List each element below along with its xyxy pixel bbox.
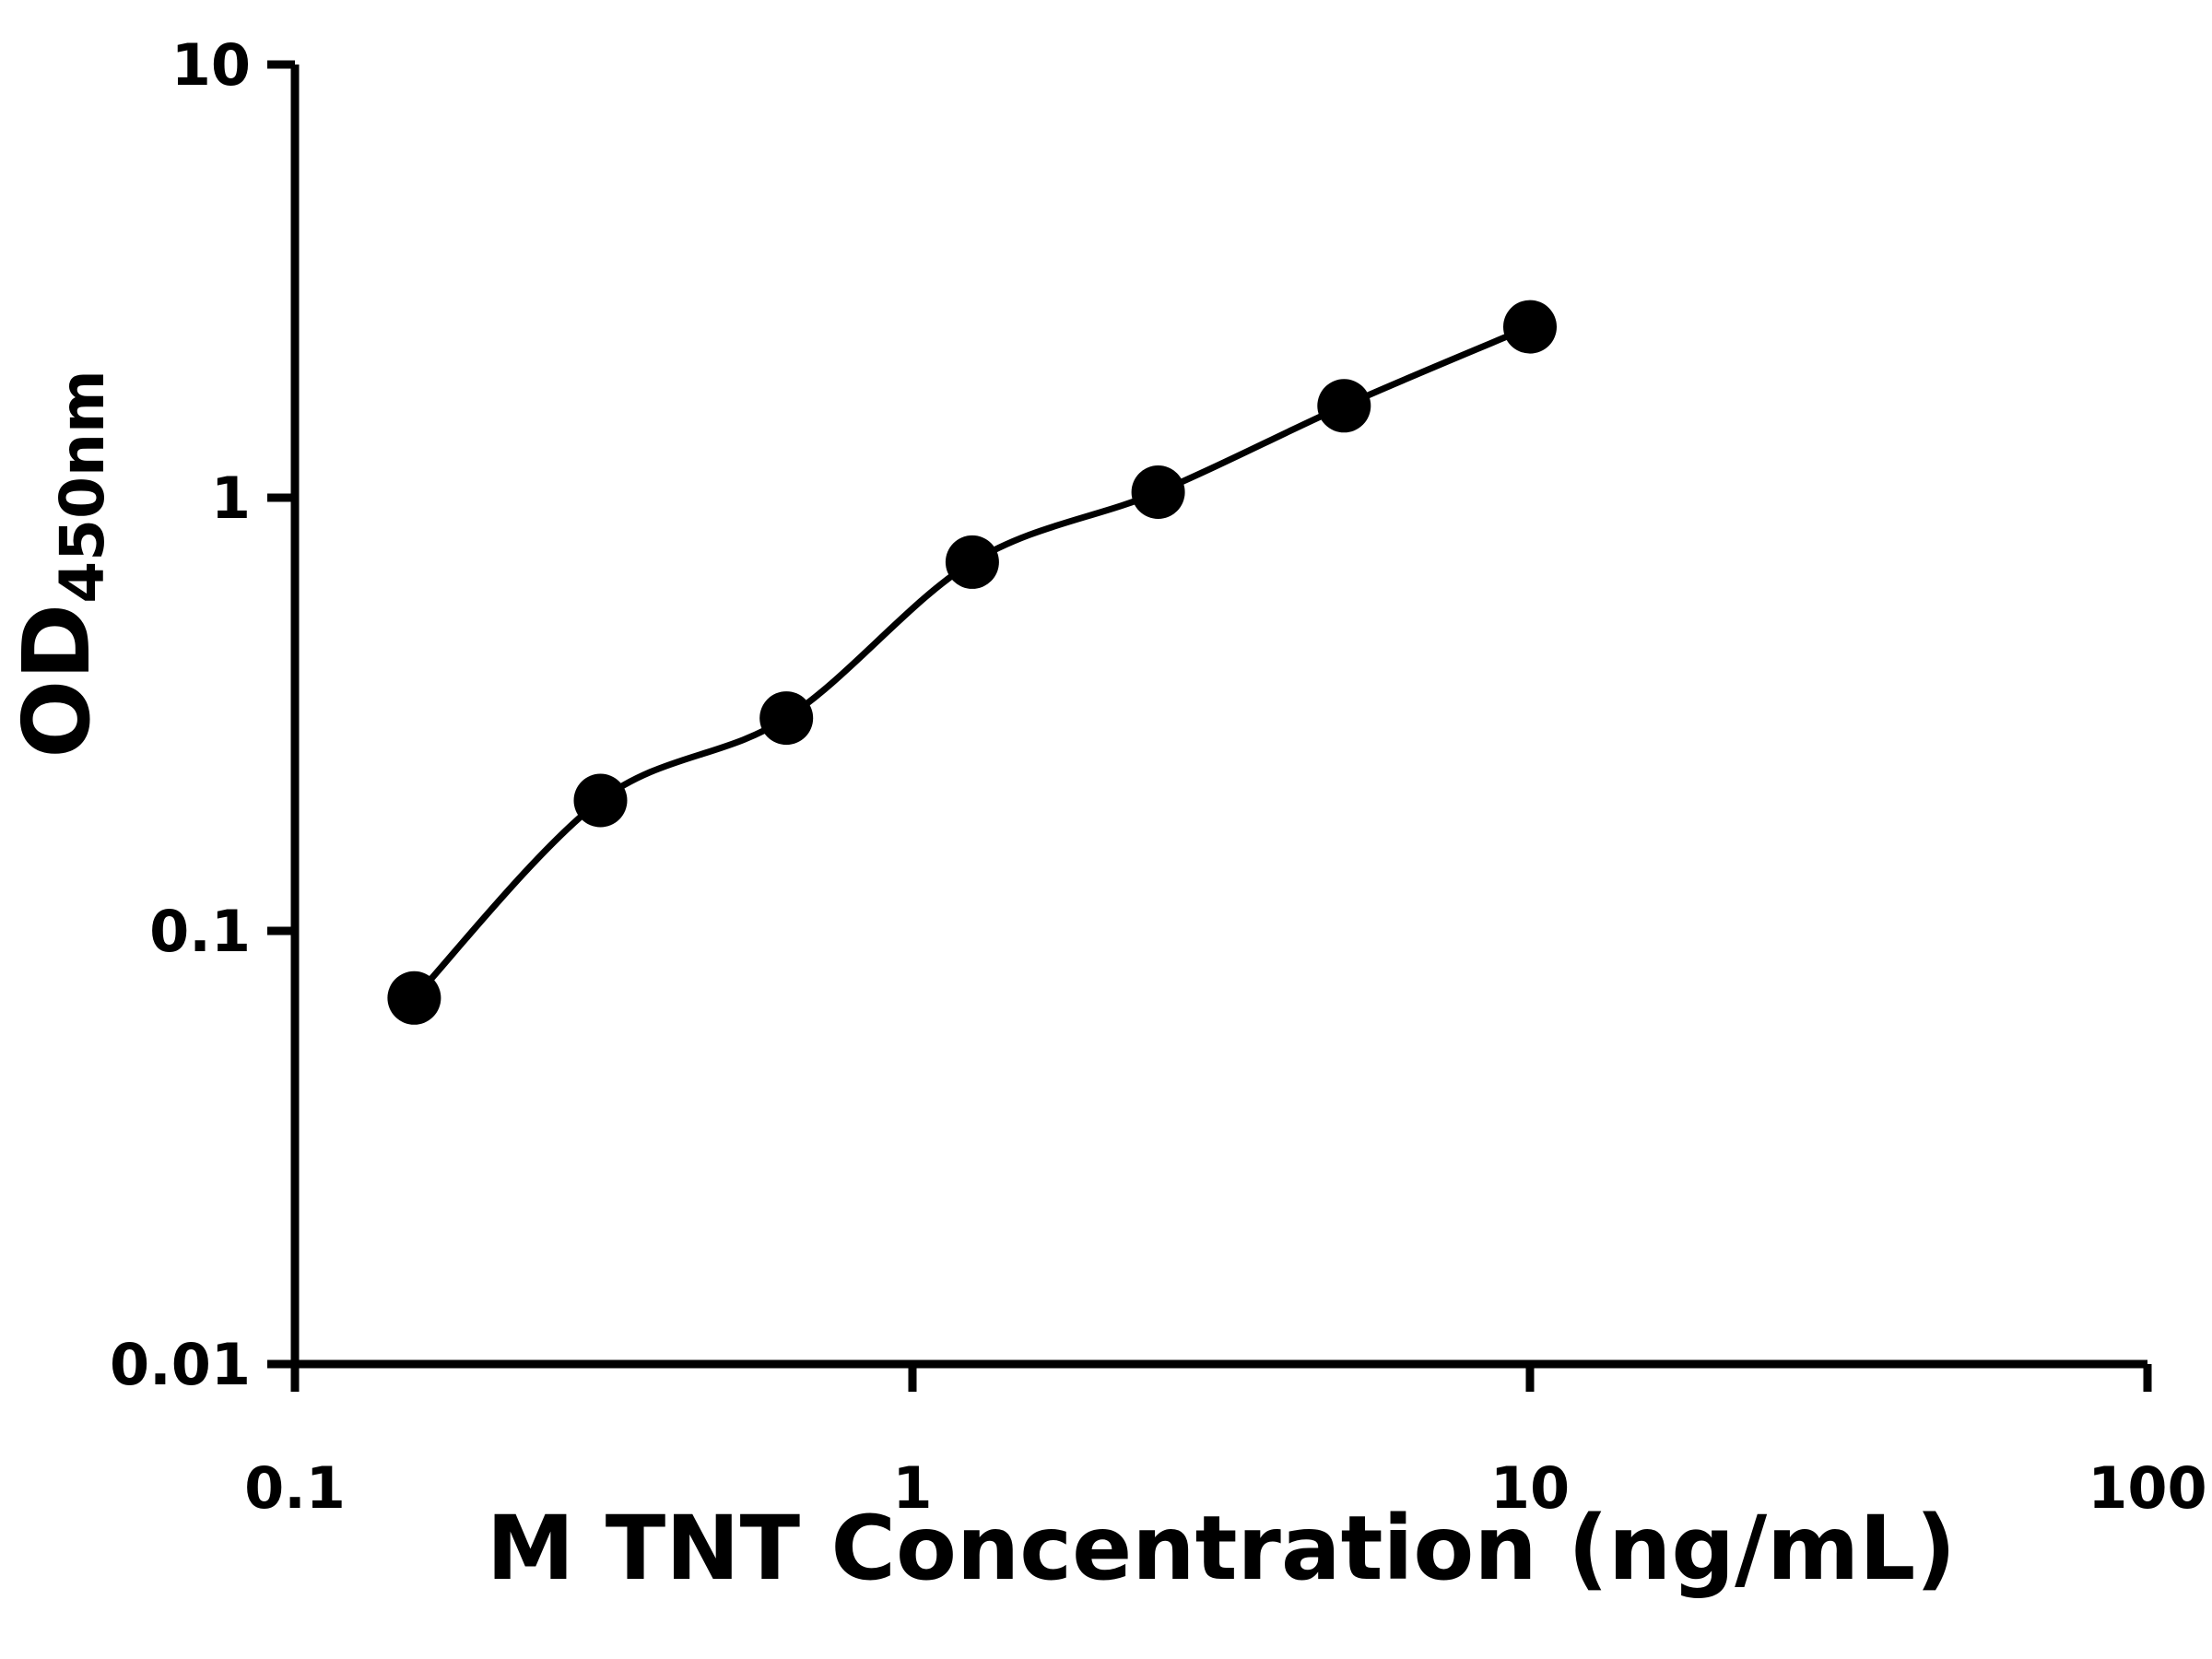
data-point — [1317, 379, 1371, 433]
y-tick-label: 0.1 — [149, 898, 251, 965]
y-tick-label: 10 — [171, 31, 251, 99]
x-axis-title: M TNT Concentration (ng/mL) — [486, 1497, 1957, 1600]
y-axis-title-subscript: 450nm — [47, 370, 118, 604]
data-point — [945, 535, 999, 589]
y-tick-label: 1 — [211, 465, 251, 532]
y-axis-title: OD450nm — [3, 370, 118, 759]
data-point — [1503, 300, 1557, 354]
data-point — [1131, 465, 1185, 519]
y-axis-title-main: OD — [3, 603, 111, 759]
x-tick-label: 10 — [1490, 1454, 1570, 1522]
y-tick-label: 0.01 — [110, 1331, 251, 1398]
data-point — [387, 971, 441, 1025]
data-point — [759, 691, 814, 746]
x-tick-label: 1 — [892, 1454, 932, 1522]
data-point — [573, 773, 628, 828]
x-tick-label: 0.1 — [244, 1454, 346, 1522]
fit-curve — [411, 324, 1532, 1001]
axis-spine — [290, 65, 2147, 1369]
x-tick-label: 100 — [2088, 1454, 2206, 1522]
